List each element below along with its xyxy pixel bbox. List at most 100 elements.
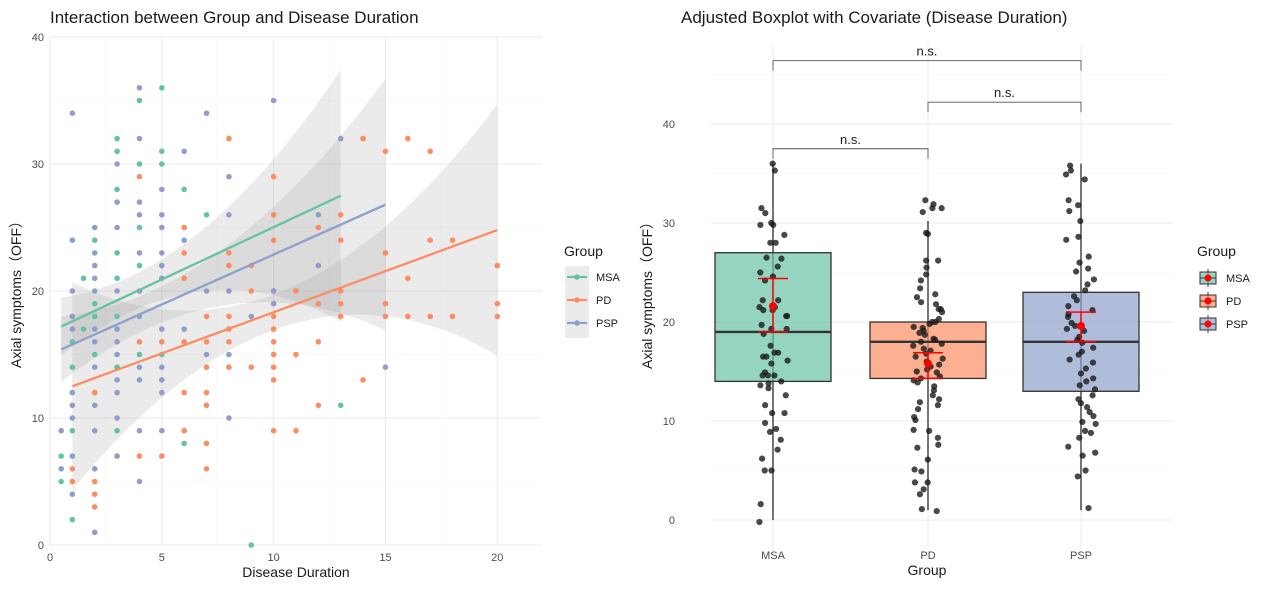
point-pd bbox=[337, 300, 344, 307]
jitter-point-msa bbox=[756, 304, 763, 311]
jitter-point-psp bbox=[1090, 375, 1097, 382]
mean-point-pd bbox=[924, 359, 932, 368]
jitter-point-msa bbox=[768, 360, 775, 367]
jitter-point-msa bbox=[768, 467, 775, 474]
point-psp bbox=[270, 97, 277, 104]
legend-key-mean-psp bbox=[1204, 320, 1212, 328]
point-pd bbox=[382, 148, 389, 155]
point-msa bbox=[114, 275, 120, 282]
point-psp bbox=[69, 237, 76, 243]
jitter-point-msa bbox=[762, 402, 769, 409]
jitter-point-msa bbox=[758, 321, 765, 329]
point-msa bbox=[80, 326, 87, 332]
point-pd bbox=[203, 389, 210, 396]
point-psp bbox=[226, 173, 232, 180]
jitter-point-pd bbox=[926, 320, 933, 328]
jitter-point-psp bbox=[1076, 434, 1083, 441]
point-psp bbox=[69, 389, 76, 396]
jitter-point-pd bbox=[923, 264, 930, 271]
jitter-point-msa bbox=[771, 372, 778, 379]
jitter-point-pd bbox=[935, 396, 943, 403]
jitter-point-pd bbox=[930, 387, 938, 394]
jitter-point-msa bbox=[777, 436, 784, 443]
jitter-point-psp bbox=[1075, 351, 1082, 358]
x-tick-label: PSP bbox=[1070, 550, 1092, 562]
point-msa bbox=[136, 161, 143, 167]
jitter-point-psp bbox=[1092, 449, 1099, 456]
point-psp bbox=[226, 351, 232, 358]
point-psp bbox=[159, 377, 165, 383]
legend-label-psp: PSP bbox=[596, 318, 618, 330]
point-msa bbox=[114, 427, 120, 434]
point-msa bbox=[91, 351, 98, 358]
point-psp bbox=[69, 491, 76, 498]
jitter-point-psp bbox=[1090, 344, 1097, 351]
point-pd bbox=[226, 339, 232, 345]
jitter-point-msa bbox=[765, 385, 772, 392]
point-psp bbox=[315, 262, 322, 269]
point-pd bbox=[293, 351, 299, 358]
point-psp bbox=[203, 351, 210, 358]
jitter-point-pd bbox=[913, 368, 920, 375]
significance-bracket bbox=[772, 148, 929, 159]
jitter-point-pd bbox=[929, 205, 936, 212]
scatter-legend-title: Group bbox=[564, 243, 603, 259]
point-pd bbox=[159, 453, 165, 459]
point-psp bbox=[159, 389, 165, 396]
jitter-point-pd bbox=[924, 479, 931, 486]
point-psp bbox=[69, 313, 76, 320]
legend-key-dot-psp bbox=[574, 320, 580, 326]
jitter-point-msa bbox=[782, 392, 789, 399]
boxplot-chart: Adjusted Boxplot with Covariate (Disease… bbox=[639, 8, 1251, 578]
point-pd bbox=[181, 275, 187, 282]
jitter-point-pd bbox=[921, 331, 928, 338]
jitter-point-pd bbox=[912, 416, 919, 424]
point-psp bbox=[159, 186, 165, 193]
y-tick-label: 40 bbox=[32, 32, 44, 44]
jitter-point-psp bbox=[1091, 386, 1099, 393]
jitter-point-psp bbox=[1077, 370, 1085, 377]
point-psp bbox=[114, 415, 120, 421]
jitter-point-msa bbox=[770, 221, 777, 229]
jitter-point-psp bbox=[1079, 339, 1086, 346]
confidence-bands bbox=[61, 70, 498, 491]
jitter-point-psp bbox=[1085, 505, 1092, 512]
point-psp bbox=[248, 313, 255, 320]
x-tick-label: 5 bbox=[159, 552, 165, 564]
point-pd bbox=[494, 262, 501, 269]
point-psp bbox=[136, 427, 143, 434]
point-pd bbox=[449, 237, 456, 243]
jitter-point-psp bbox=[1066, 162, 1074, 169]
point-pd bbox=[360, 135, 366, 142]
jitter-point-pd bbox=[916, 329, 923, 336]
jitter-point-pd bbox=[932, 301, 940, 308]
legend-key-dot-msa bbox=[574, 274, 580, 280]
jitter-point-msa bbox=[774, 263, 781, 270]
jitter-point-pd bbox=[913, 294, 921, 301]
point-pd bbox=[270, 339, 277, 345]
jitter-point-msa bbox=[759, 372, 766, 379]
x-tick-label: 10 bbox=[268, 552, 280, 564]
point-pd bbox=[315, 224, 322, 231]
fit-line-pd bbox=[71, 228, 498, 388]
point-msa bbox=[136, 262, 143, 269]
point-psp bbox=[91, 250, 98, 256]
point-msa bbox=[159, 161, 165, 167]
jitter-point-msa bbox=[760, 353, 767, 360]
point-pd bbox=[427, 148, 433, 155]
point-psp bbox=[226, 415, 232, 421]
point-pd bbox=[494, 313, 501, 320]
point-pd bbox=[293, 427, 299, 434]
point-psp bbox=[159, 250, 165, 256]
point-psp bbox=[114, 224, 120, 231]
jitter-point-psp bbox=[1072, 322, 1079, 330]
y-tick-label: 30 bbox=[663, 218, 675, 230]
point-psp bbox=[159, 326, 165, 332]
x-tick-label: 0 bbox=[47, 552, 53, 564]
point-psp bbox=[203, 288, 210, 294]
point-psp bbox=[315, 212, 322, 218]
point-pd bbox=[248, 364, 255, 371]
jitter-point-msa bbox=[774, 446, 781, 453]
point-msa bbox=[203, 212, 210, 218]
jitter-point-psp bbox=[1062, 171, 1070, 178]
